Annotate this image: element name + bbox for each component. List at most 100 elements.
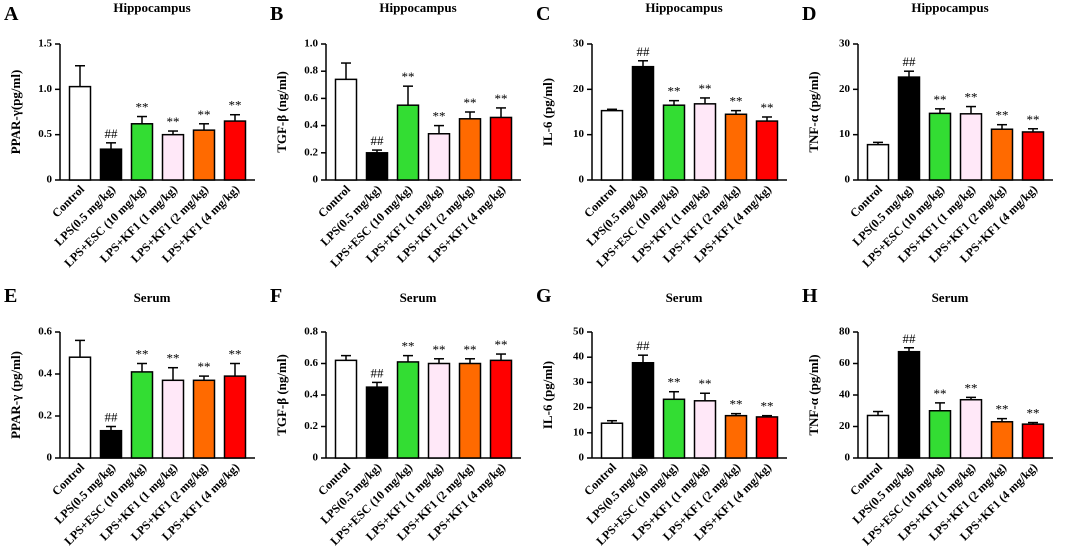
y-axis-label: TGF-β (ng/ml): [274, 71, 289, 153]
bar: [458, 362, 482, 459]
bar: [662, 104, 686, 181]
bar: [365, 152, 389, 181]
bar: [928, 410, 952, 459]
bar: [130, 123, 154, 181]
significance-label: **: [167, 351, 180, 366]
y-tick-label: 40: [573, 351, 585, 363]
y-axis-label: PPAR-γ (pg/ml): [8, 351, 23, 439]
bar: [693, 400, 717, 459]
bar: [223, 375, 247, 459]
bar: [161, 133, 185, 181]
significance-label: **: [464, 342, 477, 357]
chart-title: Hippocampus: [645, 0, 722, 15]
y-tick-label: 10: [573, 426, 585, 438]
y-tick-label: 20: [839, 420, 851, 432]
y-tick-label: 0.4: [38, 368, 52, 380]
significance-label: ##: [105, 126, 119, 141]
y-tick-label: 0.5: [38, 128, 52, 140]
significance-label: **: [934, 386, 947, 401]
y-tick-label: 30: [839, 38, 851, 50]
y-axis-label: PPAR-γ(pg/ml): [8, 70, 23, 155]
significance-label: **: [402, 69, 415, 84]
bar: [427, 133, 451, 181]
significance-label: **: [996, 402, 1009, 417]
significance-label: **: [433, 342, 446, 357]
significance-label: ##: [371, 133, 385, 148]
panel-letter: B: [270, 3, 283, 25]
significance-label: **: [761, 399, 774, 414]
panel-letter: G: [536, 285, 552, 307]
significance-label: ##: [105, 410, 119, 425]
significance-label: ##: [903, 331, 917, 346]
y-tick-label: 0: [47, 174, 53, 186]
panel-letter: A: [4, 3, 19, 25]
bar: [662, 398, 686, 459]
y-tick-label: 30: [573, 376, 585, 388]
panel-letter: H: [802, 285, 818, 307]
y-tick-label: 20: [573, 83, 585, 95]
significance-label: **: [730, 397, 743, 412]
y-tick-label: 20: [573, 401, 585, 413]
significance-label: **: [668, 375, 681, 390]
bar: [866, 414, 890, 459]
significance-label: **: [1027, 406, 1040, 421]
significance-label: **: [730, 94, 743, 109]
bar: [365, 386, 389, 459]
significance-label: **: [464, 95, 477, 110]
significance-label: **: [229, 347, 242, 362]
bar: [1021, 131, 1045, 181]
y-tick-label: 0.6: [304, 357, 318, 369]
y-tick-label: 10: [839, 128, 851, 140]
y-tick-label: 20: [839, 83, 851, 95]
bar: [192, 129, 216, 181]
y-tick-label: 1.0: [304, 38, 318, 50]
bar: [631, 361, 655, 459]
y-tick-label: 0.4: [304, 119, 318, 131]
y-tick-label: 0: [313, 174, 319, 186]
significance-label: **: [136, 100, 149, 115]
significance-label: ##: [637, 44, 651, 59]
y-tick-label: 0: [845, 174, 851, 186]
bar: [959, 398, 983, 459]
y-tick-label: 10: [573, 128, 585, 140]
bar: [192, 379, 216, 459]
significance-label: ##: [371, 365, 385, 380]
y-tick-label: 0.6: [304, 92, 318, 104]
panel-letter: C: [536, 3, 550, 25]
y-tick-label: 40: [839, 389, 851, 401]
bar: [600, 109, 624, 181]
significance-label: **: [198, 107, 211, 122]
y-tick-label: 1.5: [38, 38, 52, 50]
bar: [458, 118, 482, 181]
y-tick-label: 0.8: [304, 65, 318, 77]
bar: [427, 362, 451, 459]
bar: [68, 85, 92, 181]
significance-label: **: [996, 108, 1009, 123]
bar: [959, 113, 983, 181]
panel-letter: E: [4, 285, 17, 307]
y-tick-label: 30: [573, 38, 585, 50]
bar: [396, 104, 420, 181]
y-axis-label: IL-6 (pg/ml): [540, 361, 555, 429]
chart-title: Serum: [932, 290, 969, 305]
significance-label: ##: [637, 338, 651, 353]
bar: [755, 416, 779, 459]
bar: [489, 359, 513, 459]
y-tick-label: 0: [579, 452, 585, 464]
y-tick-label: 0: [47, 452, 53, 464]
bar: [897, 76, 921, 181]
bar: [130, 371, 154, 459]
bar: [631, 65, 655, 181]
significance-label: **: [699, 376, 712, 391]
significance-label: **: [136, 347, 149, 362]
significance-label: **: [433, 109, 446, 124]
panel-letter: D: [802, 3, 816, 25]
chart-title: Hippocampus: [911, 0, 988, 15]
y-tick-label: 0.2: [38, 410, 52, 422]
significance-label: **: [699, 81, 712, 96]
y-tick-label: 0.2: [304, 420, 318, 432]
y-tick-label: 0.2: [304, 146, 318, 158]
significance-label: **: [1027, 112, 1040, 127]
bar: [161, 379, 185, 459]
